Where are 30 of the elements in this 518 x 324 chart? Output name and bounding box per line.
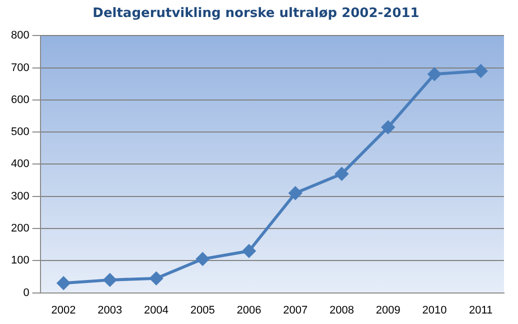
y-tick-label: 700	[10, 62, 30, 74]
y-tick-label: 200	[10, 222, 30, 235]
x-tick-label: 2009	[376, 304, 400, 316]
x-tick-label: 2002	[51, 304, 76, 316]
x-tick-label: 2003	[98, 304, 122, 316]
x-tick-label: 2011	[468, 304, 493, 316]
chart-title: Deltagerutvikling norske ultraløp 2002-2011	[92, 6, 420, 22]
point	[242, 244, 256, 258]
point	[335, 167, 348, 180]
point	[196, 252, 210, 266]
x-tick-label: 2006	[236, 304, 262, 316]
point	[474, 64, 488, 78]
point	[103, 273, 116, 286]
y-tick-label: 0	[23, 286, 30, 299]
x-tick-label: 2007	[283, 304, 308, 316]
y-tick-label: 300	[10, 190, 30, 202]
point	[57, 276, 70, 290]
point	[382, 120, 395, 134]
point	[288, 186, 302, 200]
y-tick-label: 400	[10, 158, 30, 170]
y-tick-label: 800	[10, 30, 30, 42]
point	[428, 68, 441, 81]
y-tick-label: 500	[10, 126, 30, 138]
y-tick-label: 100	[10, 254, 30, 267]
x-tick-label: 2008	[329, 304, 354, 316]
point	[150, 272, 163, 285]
x-tick-label: 2005	[190, 304, 215, 316]
y-tick-label: 600	[10, 94, 30, 106]
x-tick-label: 2010	[422, 304, 447, 316]
x-tick-label: 2004	[144, 304, 169, 316]
